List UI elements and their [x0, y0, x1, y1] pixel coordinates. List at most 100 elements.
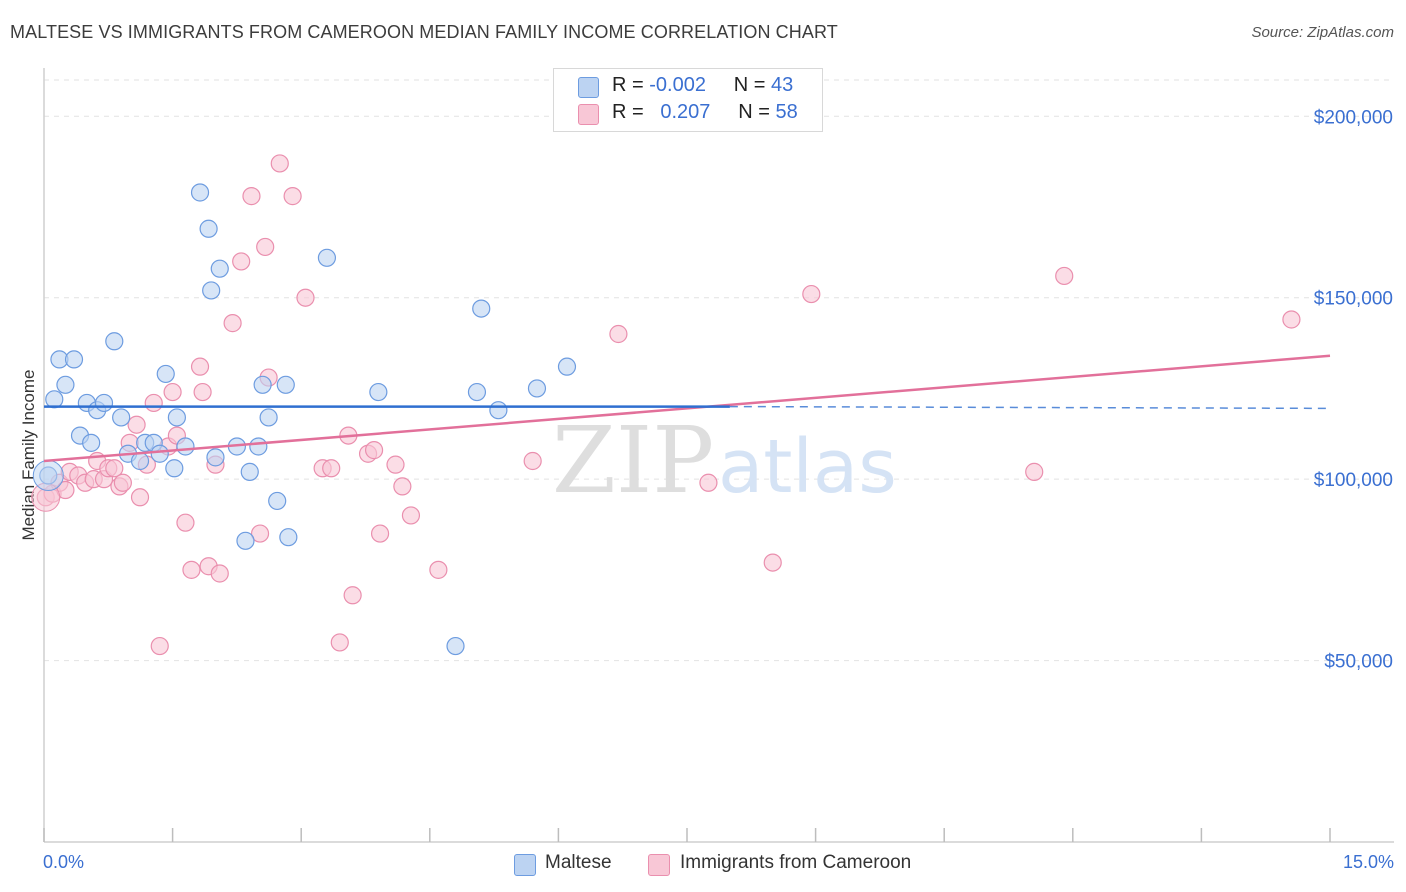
cameroon-legend-label: Immigrants from Cameroon: [680, 852, 912, 873]
source-credit: Source: ZipAtlas.com: [1251, 24, 1394, 41]
maltese-point: [156, 364, 175, 384]
cameroon-swatch: [578, 104, 599, 125]
cameroon-point: [223, 314, 242, 333]
cameroon-trend-line: [43, 354, 1331, 463]
n-label: N =: [733, 74, 766, 96]
cameroon-point: [802, 284, 821, 304]
cameroon-point: [270, 154, 289, 173]
legend-item-maltese[interactable]: Maltese: [514, 852, 612, 876]
maltese-point: [557, 357, 577, 376]
maltese-point: [176, 437, 195, 456]
cameroon-point: [296, 288, 315, 307]
cameroon-point: [150, 636, 169, 656]
maltese-point: [94, 393, 114, 413]
maltese-point: [489, 401, 508, 420]
cameroon-point: [763, 553, 782, 572]
cameroon-point: [105, 459, 124, 478]
y-tick-label: $50,000: [1324, 652, 1393, 673]
n-value-maltese: 43: [771, 74, 794, 96]
cameroon-point: [193, 382, 212, 402]
maltese-trend-extension: [729, 405, 1331, 410]
axis-layer: [43, 68, 1394, 843]
cameroon-point: [364, 441, 384, 460]
cameroon-point: [401, 506, 421, 525]
cameroon-point: [182, 560, 201, 579]
maltese-point: [467, 382, 487, 402]
maltese-point: [56, 375, 75, 394]
chart-title: MALTESE VS IMMIGRANTS FROM CAMEROON MEDI…: [10, 22, 838, 42]
cameroon-point: [127, 415, 146, 434]
maltese-points: [32, 183, 577, 656]
maltese-point: [249, 437, 268, 456]
maltese-point: [45, 390, 64, 409]
maltese-point: [112, 408, 131, 427]
y-tick-label: $200,000: [1314, 107, 1393, 128]
cameroon-point: [256, 237, 275, 257]
maltese-point: [199, 219, 218, 238]
cameroon-legend-swatch: [648, 854, 670, 876]
r-label: R =: [612, 74, 644, 96]
maltese-point: [236, 531, 255, 550]
maltese-point: [202, 281, 221, 300]
cameroon-point: [523, 451, 542, 471]
maltese-point: [130, 451, 150, 471]
maltese-swatch: [578, 77, 599, 98]
legend-item-cameroon[interactable]: Immigrants from Cameroon: [648, 852, 912, 876]
cameroon-point: [370, 524, 390, 543]
maltese-point: [259, 408, 278, 427]
grid-layer: [44, 79, 1394, 662]
r-value-cameroon: 0.207: [660, 101, 711, 123]
cameroon-point: [210, 564, 229, 583]
maltese-point: [165, 459, 184, 478]
x-axis-max-label: 15.0%: [1342, 852, 1394, 872]
maltese-point: [317, 248, 337, 267]
cameroon-point: [163, 382, 182, 402]
n-value-cameroon: 58: [775, 101, 798, 123]
cameroon-point: [176, 513, 195, 532]
cameroon-point: [1025, 462, 1044, 481]
trend-lines: [43, 354, 1331, 463]
cameroon-point: [1055, 266, 1074, 286]
cameroon-point: [343, 586, 362, 605]
maltese-point: [105, 332, 124, 351]
cameroon-points: [31, 154, 1301, 656]
cameroon-point: [130, 488, 150, 507]
cameroon-point: [609, 324, 628, 344]
maltese-point: [150, 444, 169, 463]
watermark-zip: ZIP: [552, 407, 714, 514]
y-tick-labels: $50,000 $100,000 $150,000 $200,000: [1314, 107, 1393, 672]
cameroon-point: [429, 560, 448, 579]
maltese-legend-swatch: [514, 854, 536, 876]
cameroon-point: [250, 524, 270, 543]
maltese-point: [268, 491, 287, 511]
maltese-legend-label: Maltese: [545, 852, 612, 873]
maltese-point: [240, 462, 259, 481]
x-axis-min-label: 0.0%: [43, 852, 85, 872]
cameroon-point: [322, 459, 341, 478]
maltese-point: [253, 375, 272, 394]
maltese-point: [276, 375, 295, 394]
r-label: R =: [612, 101, 644, 123]
maltese-point: [64, 350, 84, 369]
cameroon-point: [283, 187, 302, 206]
cameroon-point: [144, 393, 163, 413]
r-value-maltese: -0.002: [649, 74, 706, 96]
cameroon-point: [190, 357, 210, 376]
cameroon-point: [330, 633, 349, 652]
maltese-point: [527, 379, 547, 398]
cameroon-point: [232, 252, 251, 271]
maltese-point: [446, 636, 465, 656]
watermark-atlas: atlas: [718, 424, 897, 510]
cameroon-point: [393, 477, 412, 496]
n-label: N =: [738, 101, 770, 123]
maltese-point-large: [32, 460, 64, 492]
maltese-point: [190, 183, 210, 202]
series-legend: Maltese Immigrants from Cameroon: [0, 852, 1406, 878]
maltese-point: [82, 433, 101, 452]
cameroon-point: [242, 187, 261, 206]
maltese-point: [167, 408, 186, 427]
cameroon-point: [113, 473, 132, 492]
cameroon-point: [386, 455, 405, 474]
correlation-legend: R = -0.002 N = 43 R = 0.207 N = 58: [553, 68, 823, 132]
